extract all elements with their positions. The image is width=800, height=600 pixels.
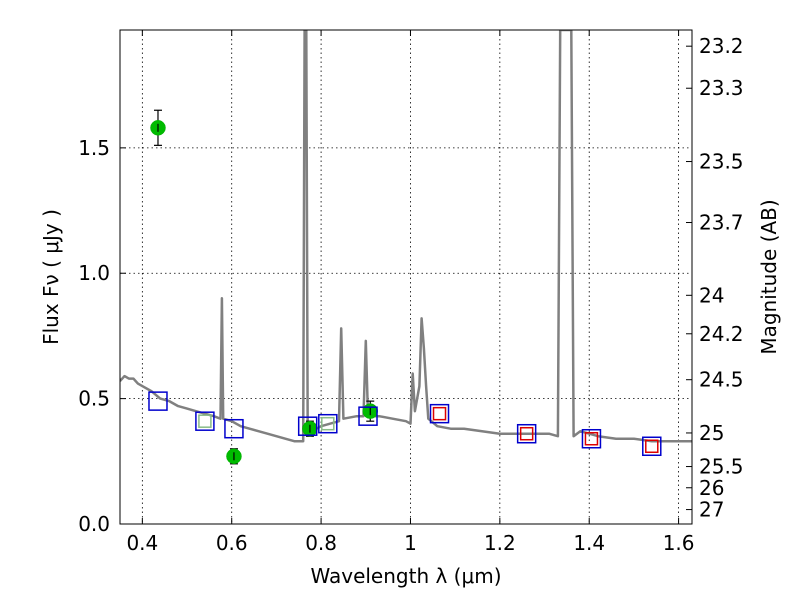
y-tick-label: 0.5	[78, 387, 110, 411]
magnitude-tick-label: 23.7	[699, 211, 744, 235]
model-spectrum	[120, 30, 692, 443]
filter-flux-square	[148, 391, 168, 411]
right-axis-title: Magnitude (AB)	[757, 199, 781, 354]
filter-flux-square	[358, 406, 378, 426]
tick-labels: 0.4 0.6 0.8 1 1.2 1.4 1.6 0.0 0.5 1.0 1.5 23.2 23.3 2…	[78, 34, 743, 555]
magnitude-tick-label: 24.5	[699, 368, 744, 392]
x-tick-label: 0.8	[305, 531, 337, 555]
x-tick-label: 1.6	[663, 531, 695, 555]
x-tick-label: 0.6	[216, 531, 248, 555]
magnitude-tick-label: 23.3	[699, 76, 744, 100]
filter-flux-square	[516, 423, 537, 444]
x-tick-label: 0.4	[126, 531, 158, 555]
filter-flux-square	[645, 439, 659, 454]
filter-flux-square	[318, 413, 338, 434]
filter-flux-square	[321, 416, 335, 431]
x-axis-title: Wavelength λ (μm)	[310, 564, 501, 588]
filter-flux-square	[429, 403, 450, 424]
spectrum-line	[120, 30, 692, 443]
filter-flux-square	[584, 431, 599, 446]
x-tick-label: 1.2	[484, 531, 516, 555]
filter-flux-square	[642, 436, 662, 457]
filter-flux-square	[224, 418, 244, 439]
x-tick-label: 1	[404, 531, 417, 555]
magnitude-tick-label: 26	[699, 476, 724, 500]
magnitude-tick-label: 25	[699, 421, 724, 445]
y-tick-label: 1.0	[78, 261, 110, 285]
filter-flux-square	[581, 428, 602, 449]
magnitude-tick-label: 27	[699, 498, 724, 522]
filter-flux-square	[195, 411, 215, 431]
magnitude-tick-label: 25.5	[699, 455, 744, 479]
magnitude-tick-label: 24.2	[699, 322, 744, 346]
magnitude-tick-label: 23.2	[699, 34, 744, 58]
filter-flux-square	[519, 426, 534, 441]
magnitude-tick-label: 24	[699, 283, 724, 307]
magnitude-tick-label: 23.5	[699, 150, 744, 174]
x-tick-label: 1.4	[573, 531, 605, 555]
grid	[120, 30, 692, 525]
markers	[148, 109, 662, 465]
filter-flux-square	[432, 406, 447, 421]
y-axis-title: Flux Fν ( μJy )	[39, 209, 63, 345]
y-tick-label: 1.5	[78, 136, 110, 160]
plot-frame	[119, 29, 693, 525]
filter-flux-square	[198, 414, 212, 428]
ticks	[120, 30, 692, 525]
filter-flux-square	[297, 416, 318, 436]
y-tick-label: 0.0	[78, 512, 110, 536]
